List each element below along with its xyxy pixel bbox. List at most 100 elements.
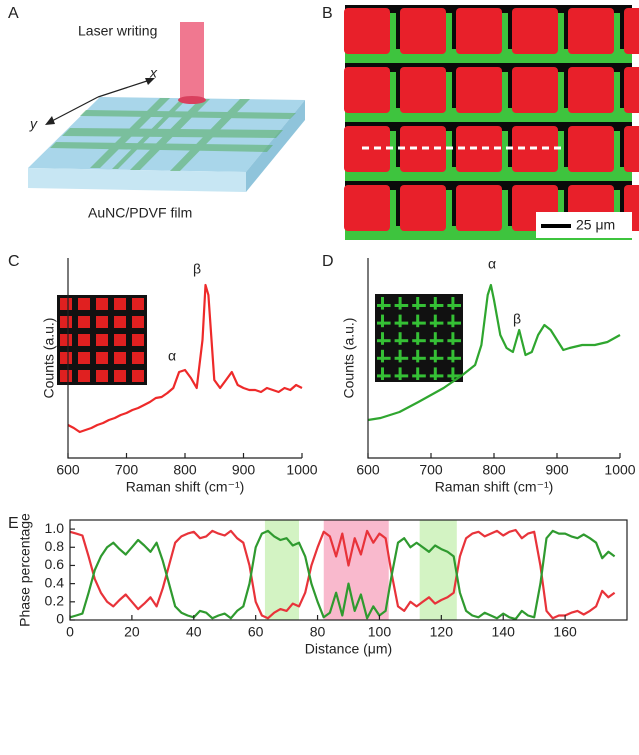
series-line (367, 283, 621, 422)
laser-spot (178, 96, 206, 104)
fluorescence-image (344, 5, 639, 240)
red-square (456, 67, 502, 113)
beam-label: Laser writing (78, 23, 157, 39)
inset-cell (381, 332, 384, 345)
inset-image (375, 294, 463, 382)
x-axis-label: Raman shift (cm⁻¹) (126, 479, 245, 495)
highlight-band (419, 520, 457, 620)
x-arrowhead (145, 78, 155, 85)
inset-cell (60, 298, 72, 310)
film-label: AuNC/PDVF film (88, 205, 192, 221)
green-gap (388, 13, 396, 53)
inset-cell (433, 349, 437, 363)
film-front (28, 168, 246, 192)
x-tick-label: 40 (186, 624, 202, 640)
inset-cell (451, 314, 455, 328)
written-stripes (50, 98, 296, 171)
x-tick-label: 1000 (286, 462, 317, 478)
inset-cell (381, 314, 384, 328)
red-square (512, 8, 558, 54)
inset-cell (381, 367, 384, 380)
x-tick-label: 900 (232, 462, 256, 478)
panel-label: A (8, 5, 19, 22)
red-square (400, 67, 446, 113)
inset-cell (433, 314, 437, 328)
inset-cell (114, 334, 126, 346)
plot-frame (69, 519, 628, 621)
panel-label: D (322, 253, 334, 270)
panel-label: C (8, 253, 20, 270)
inset-cell (451, 349, 455, 363)
y-tick-label: 0.2 (45, 593, 65, 609)
inset-cell (416, 332, 420, 345)
x-tick-label: 600 (356, 462, 380, 478)
green-gap (444, 131, 452, 171)
green-gap (556, 13, 564, 53)
inset-cell (114, 316, 126, 328)
inset-cell (96, 370, 108, 382)
inset-cell (60, 370, 72, 382)
inset-cell (114, 298, 126, 310)
y-axis-label: Phase percentage (17, 513, 33, 627)
red-square (344, 67, 390, 113)
green-gap (388, 131, 396, 171)
green-gap (500, 190, 508, 230)
y-axis-label: Counts (a.u.) (341, 318, 357, 399)
laser-beam (180, 22, 204, 100)
inset-cell (398, 349, 402, 363)
red-square (400, 8, 446, 54)
inset-cell (398, 332, 402, 345)
green-gap (556, 190, 564, 230)
y-axis-label: Counts (a.u.) (41, 318, 57, 399)
green-gap (500, 131, 508, 171)
y-tick-label: 0 (56, 611, 64, 627)
red-square (344, 185, 390, 231)
inset-cell (132, 334, 144, 346)
green-gap (444, 13, 452, 53)
peak-label: α (488, 256, 496, 272)
green-gap (556, 72, 564, 112)
green-gap (500, 13, 508, 53)
green-gap (388, 190, 396, 230)
red-square (512, 67, 558, 113)
green-gap (444, 72, 452, 112)
green-gap (556, 131, 564, 171)
x-tick-label: 120 (430, 624, 454, 640)
inset-cell (114, 370, 126, 382)
x-axis-label: Distance (μm) (305, 641, 392, 657)
x-axis-label: Raman shift (cm⁻¹) (435, 479, 554, 495)
inset-cell (96, 334, 108, 346)
x-tick-label: 160 (553, 624, 577, 640)
inset-cell (416, 367, 420, 380)
film-side (246, 100, 305, 192)
red-square (624, 67, 639, 113)
red-square (456, 126, 502, 172)
inset-cell (416, 297, 420, 310)
inset-cell (433, 297, 437, 310)
x-tick-label: 1000 (604, 462, 635, 478)
red-square (344, 8, 390, 54)
series-line (69, 528, 616, 620)
panel-label: B (322, 5, 333, 22)
inset-cell (398, 314, 402, 328)
inset-cell (60, 334, 72, 346)
x-tick-label: 60 (248, 624, 264, 640)
x-tick-label: 0 (66, 624, 74, 640)
x-arrow (97, 79, 151, 98)
series-line (67, 283, 303, 434)
green-gap (612, 72, 620, 112)
inset-cell (78, 334, 90, 346)
red-square (624, 126, 639, 172)
inset-cell (60, 316, 72, 328)
x-tick-label: 600 (56, 462, 80, 478)
inset-cell (451, 332, 455, 345)
inset-cell (132, 352, 144, 364)
red-square (456, 8, 502, 54)
inset-cell (78, 370, 90, 382)
inset-image (57, 295, 147, 385)
y-tick-label: 0.8 (45, 538, 65, 554)
peak-label: β (193, 261, 201, 277)
inset-cell (96, 352, 108, 364)
